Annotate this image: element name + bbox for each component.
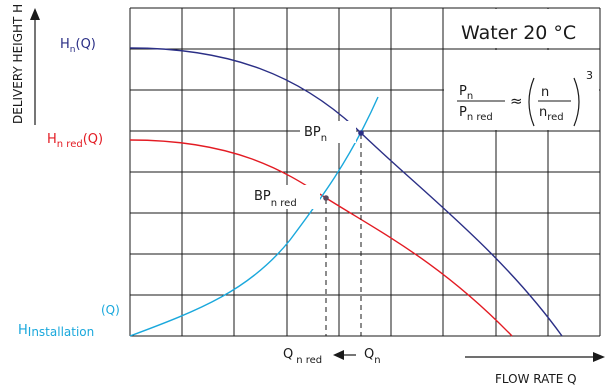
formula-left-paren [528, 77, 535, 127]
installation-curve-label-top: (Q) [101, 303, 120, 317]
title: Water 20 °C [461, 22, 576, 44]
q-nominal-label: Qn [364, 347, 381, 366]
y-axis-arrowhead [30, 8, 40, 20]
title-box [444, 9, 599, 48]
bp-nominal-label: BPn [304, 125, 327, 144]
bp-nominal-label-bg [300, 121, 356, 143]
y-axis-label: DELIVERY HEIGHT H [11, 4, 25, 124]
bp-nominal-point [358, 130, 364, 136]
pump-curve-nominal-label: Hn(Q) [60, 37, 96, 55]
formula-approx: ≈ [510, 92, 523, 110]
installation-curve-label: HInstallation [18, 323, 94, 339]
pump-curve-reduced-label: Hn red(Q) [47, 132, 103, 150]
flow-shift-arrowhead [333, 350, 344, 360]
grid [129, 7, 601, 337]
affinity-formula: Pn Pn red ≈ n nred 3 [457, 69, 593, 127]
pump-curve-reduced [129, 139, 513, 337]
formula-exponent: 3 [586, 69, 593, 82]
formula-box [444, 50, 599, 130]
x-axis-label: FLOW RATE Q [495, 372, 577, 385]
installation-curve [129, 96, 379, 337]
bp-reduced-point [323, 195, 329, 201]
formula-lhs-denominator: Pn red [459, 105, 493, 123]
formula-rhs-numerator: n [541, 85, 549, 100]
formula-lhs-numerator: Pn [459, 84, 473, 102]
bp-reduced-label-bg [250, 185, 320, 209]
bp-reduced-label: BPn red [254, 189, 297, 209]
formula-rhs-denominator: nred [539, 105, 564, 123]
x-axis-arrowhead [593, 352, 605, 362]
formula-right-paren [573, 77, 580, 127]
